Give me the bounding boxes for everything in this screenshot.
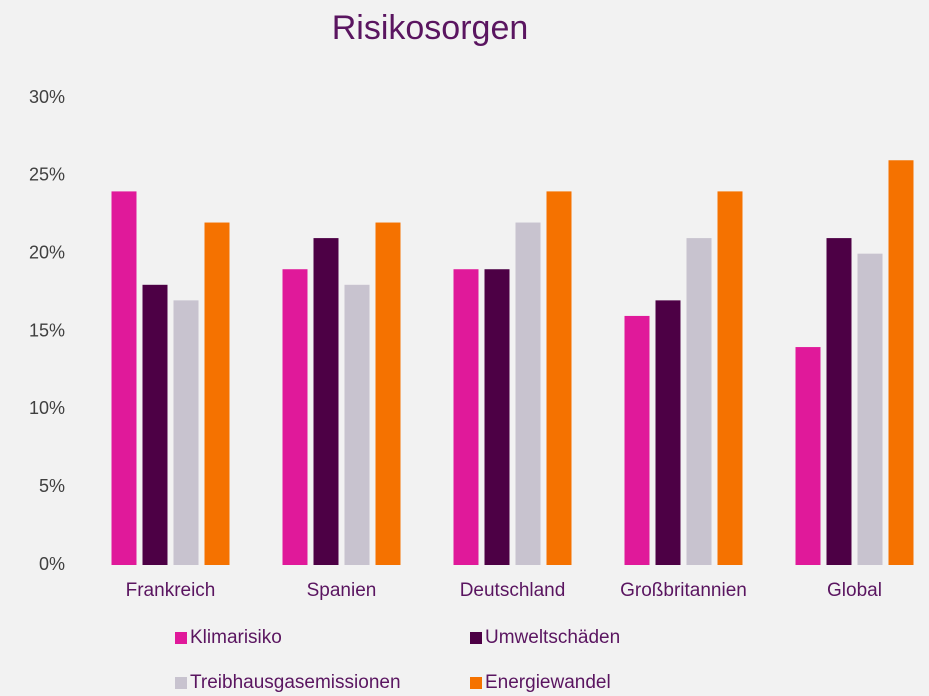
bar bbox=[515, 222, 541, 566]
legend-label: Treibhausgasemissionen bbox=[190, 672, 401, 693]
bar bbox=[826, 238, 852, 565]
bar bbox=[282, 269, 308, 565]
bar bbox=[453, 269, 479, 565]
bar bbox=[111, 191, 137, 565]
legend-swatch bbox=[175, 677, 187, 689]
bar bbox=[717, 191, 743, 565]
bar bbox=[173, 300, 199, 565]
legend-label: Umweltschäden bbox=[485, 627, 620, 648]
bar bbox=[204, 222, 230, 566]
legend-label: Energiewandel bbox=[485, 672, 611, 693]
y-tick-label: 5% bbox=[39, 476, 65, 496]
y-tick-label: 30% bbox=[29, 87, 65, 107]
bar bbox=[624, 315, 650, 565]
x-tick-label: Deutschland bbox=[460, 580, 566, 601]
bar bbox=[546, 191, 572, 565]
bar bbox=[857, 253, 883, 565]
bar bbox=[888, 160, 914, 565]
legend-swatch bbox=[175, 632, 187, 644]
y-tick-label: 20% bbox=[29, 242, 65, 262]
bar bbox=[142, 284, 168, 565]
y-tick-label: 25% bbox=[29, 165, 65, 185]
bar bbox=[313, 238, 339, 565]
bar bbox=[686, 238, 712, 565]
bar bbox=[655, 300, 681, 565]
bar bbox=[344, 284, 370, 565]
x-tick-label: Frankreich bbox=[126, 580, 216, 601]
legend-swatch bbox=[470, 632, 482, 644]
y-tick-label: 15% bbox=[29, 320, 65, 340]
legend-label: Klimarisiko bbox=[190, 627, 282, 648]
bar bbox=[484, 269, 510, 565]
bar bbox=[375, 222, 401, 566]
legend-swatch bbox=[470, 677, 482, 689]
x-tick-label: Spanien bbox=[307, 580, 377, 601]
y-tick-label: 10% bbox=[29, 398, 65, 418]
bar bbox=[795, 347, 821, 565]
x-tick-label: Großbritannien bbox=[620, 580, 747, 601]
x-tick-label: Global bbox=[827, 580, 882, 601]
y-tick-label: 0% bbox=[39, 554, 65, 574]
chart-title: Risikosorgen bbox=[332, 9, 529, 47]
